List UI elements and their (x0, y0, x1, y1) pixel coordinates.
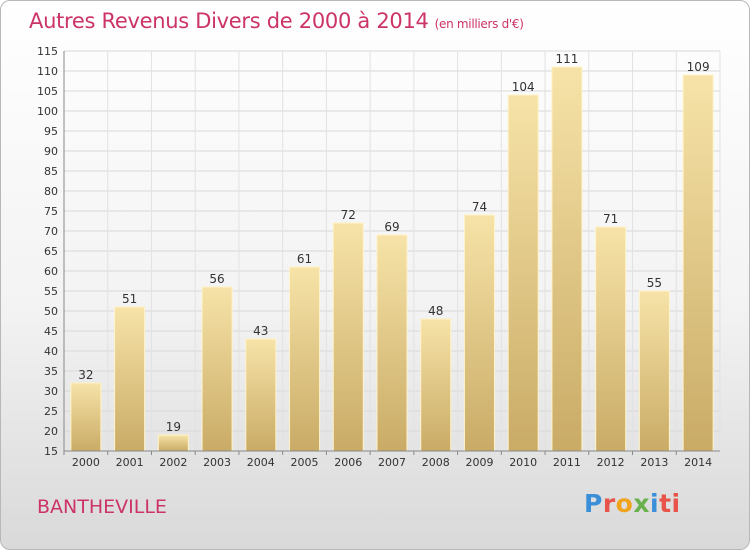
bar-value-label: 48 (428, 304, 443, 318)
bar-chart: 32 51 19 56 43 61 72 69 48 74 104 111 71 55 109 15 20 25… (37, 45, 721, 469)
bar-value-label: 61 (297, 252, 312, 266)
axes: 15 20 25 30 35 40 45 50 55 60 65 70 75 80 85 90 95 100 105… (37, 45, 720, 469)
y-tick-label: 70 (44, 225, 58, 238)
bar-value-label: 19 (166, 420, 181, 434)
bar-value-label: 43 (253, 324, 268, 338)
y-tick-label: 50 (44, 305, 58, 318)
y-tick-label: 75 (44, 205, 58, 218)
bar-value-label: 69 (384, 220, 399, 234)
y-tick-label: 40 (44, 345, 58, 358)
bar (376, 234, 408, 452)
bar (114, 306, 146, 452)
bar (157, 434, 189, 452)
bar (638, 290, 670, 452)
bar (463, 214, 495, 452)
bar-value-label: 111 (555, 52, 578, 66)
bar (682, 74, 714, 452)
y-tick-label: 30 (44, 385, 58, 398)
x-tick-label: 2001 (116, 456, 144, 469)
bar (245, 338, 277, 452)
x-tick-label: 2006 (334, 456, 362, 469)
x-tick-label: 2013 (640, 456, 668, 469)
place-name: BANTHEVILLE (37, 496, 167, 518)
bar (507, 94, 539, 452)
bar (595, 226, 627, 452)
bar-value-label: 109 (687, 60, 710, 74)
bar (70, 382, 102, 452)
y-tick-label: 105 (37, 85, 58, 98)
bar-value-label: 32 (78, 368, 93, 382)
x-tick-label: 2009 (465, 456, 493, 469)
x-tick-label: 2004 (247, 456, 275, 469)
x-tick-label: 2008 (422, 456, 450, 469)
y-tick-label: 90 (44, 145, 58, 158)
bar-value-label: 72 (341, 208, 356, 222)
proxiti-logo[interactable]: Proxiti (584, 489, 681, 518)
y-tick-label: 60 (44, 265, 58, 278)
y-tick-label: 45 (44, 325, 58, 338)
y-tick-label: 95 (44, 125, 58, 138)
bar-value-label: 74 (472, 200, 487, 214)
bar-value-label: 104 (512, 80, 535, 94)
y-tick-label: 35 (44, 365, 58, 378)
bar (201, 286, 233, 452)
y-tick-label: 80 (44, 185, 58, 198)
chart-title-text: Autres Revenus Divers de 2000 à 2014 (29, 9, 429, 33)
y-tick-label: 110 (37, 65, 58, 78)
x-tick-label: 2005 (291, 456, 319, 469)
x-tick-label: 2000 (72, 456, 100, 469)
chart-title: Autres Revenus Divers de 2000 à 2014 (en … (29, 9, 524, 33)
bar-value-label: 51 (122, 292, 137, 306)
y-tick-label: 15 (44, 445, 58, 458)
bars: 32 51 19 56 43 61 72 69 48 74 104 111 71 55 109 (70, 52, 714, 452)
chart-subtitle: (en milliers d'€) (434, 17, 524, 31)
bar (551, 66, 583, 452)
bar-value-label: 55 (647, 276, 662, 290)
y-tick-label: 55 (44, 285, 58, 298)
bar-value-label: 71 (603, 212, 618, 226)
x-tick-label: 2010 (509, 456, 537, 469)
bar (420, 318, 452, 452)
x-tick-label: 2011 (553, 456, 581, 469)
x-tick-label: 2007 (378, 456, 406, 469)
x-tick-label: 2003 (203, 456, 231, 469)
y-tick-label: 25 (44, 405, 58, 418)
y-tick-label: 65 (44, 245, 58, 258)
y-tick-label: 20 (44, 425, 58, 438)
y-tick-label: 85 (44, 165, 58, 178)
bar (289, 266, 321, 452)
x-tick-label: 2002 (159, 456, 187, 469)
y-tick-label: 100 (37, 105, 58, 118)
x-tick-label: 2014 (684, 456, 712, 469)
bar (332, 222, 364, 452)
x-tick-label: 2012 (597, 456, 625, 469)
y-tick-label: 115 (37, 45, 58, 58)
bar-value-label: 56 (209, 272, 224, 286)
